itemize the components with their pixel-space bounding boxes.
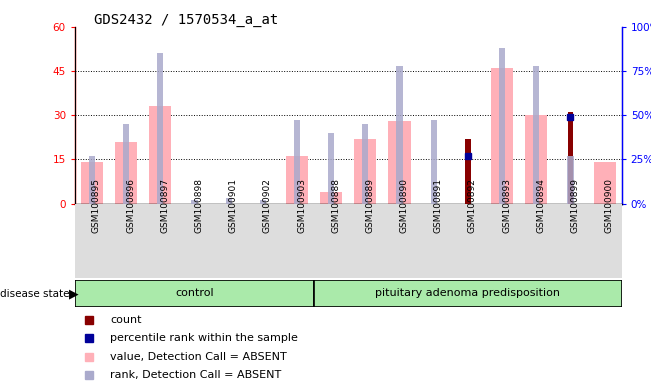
Text: GSM100900: GSM100900 [605, 178, 614, 233]
Bar [533, 66, 540, 204]
Bar [389, 121, 411, 204]
Text: percentile rank within the sample: percentile rank within the sample [111, 333, 298, 343]
FancyBboxPatch shape [75, 280, 314, 307]
Bar [465, 139, 471, 204]
Bar [354, 139, 376, 204]
Text: GSM100894: GSM100894 [536, 178, 546, 233]
Bar [491, 68, 513, 204]
Bar [191, 200, 198, 204]
Bar [525, 115, 547, 204]
Text: GSM100903: GSM100903 [297, 178, 306, 233]
Text: value, Detection Call = ABSENT: value, Detection Call = ABSENT [111, 352, 287, 362]
Text: rank, Detection Call = ABSENT: rank, Detection Call = ABSENT [111, 370, 282, 380]
Bar [286, 156, 308, 204]
FancyBboxPatch shape [314, 280, 622, 307]
Text: GSM100899: GSM100899 [570, 178, 579, 233]
Bar [567, 156, 574, 204]
Bar [89, 156, 95, 204]
Text: GSM100897: GSM100897 [160, 178, 169, 233]
Text: GSM100892: GSM100892 [468, 178, 477, 233]
Bar [430, 121, 437, 204]
Text: ▶: ▶ [69, 287, 79, 300]
Bar [81, 162, 103, 204]
Text: disease state: disease state [0, 289, 70, 299]
Text: count: count [111, 315, 142, 325]
Bar [294, 121, 300, 204]
Bar [568, 112, 574, 204]
Bar [149, 106, 171, 204]
Bar [499, 48, 505, 204]
Bar [594, 162, 616, 204]
Text: GSM100890: GSM100890 [400, 178, 409, 233]
Bar [362, 124, 368, 204]
Text: GSM100896: GSM100896 [126, 178, 135, 233]
Bar [320, 192, 342, 204]
Text: GSM100898: GSM100898 [195, 178, 204, 233]
Bar [396, 66, 403, 204]
Text: GSM100901: GSM100901 [229, 178, 238, 233]
Text: GDS2432 / 1570534_a_at: GDS2432 / 1570534_a_at [94, 13, 279, 27]
Text: pituitary adenoma predisposition: pituitary adenoma predisposition [376, 288, 561, 298]
Bar [328, 133, 335, 204]
Text: GSM100888: GSM100888 [331, 178, 340, 233]
Bar [115, 142, 137, 204]
Text: GSM100902: GSM100902 [263, 178, 272, 233]
Bar [225, 198, 232, 204]
Text: GSM100889: GSM100889 [365, 178, 374, 233]
Text: control: control [175, 288, 214, 298]
Text: GSM100893: GSM100893 [502, 178, 511, 233]
Bar [260, 200, 266, 204]
Text: GSM100895: GSM100895 [92, 178, 101, 233]
Text: GSM100891: GSM100891 [434, 178, 443, 233]
Bar [123, 124, 130, 204]
Bar [157, 53, 163, 204]
